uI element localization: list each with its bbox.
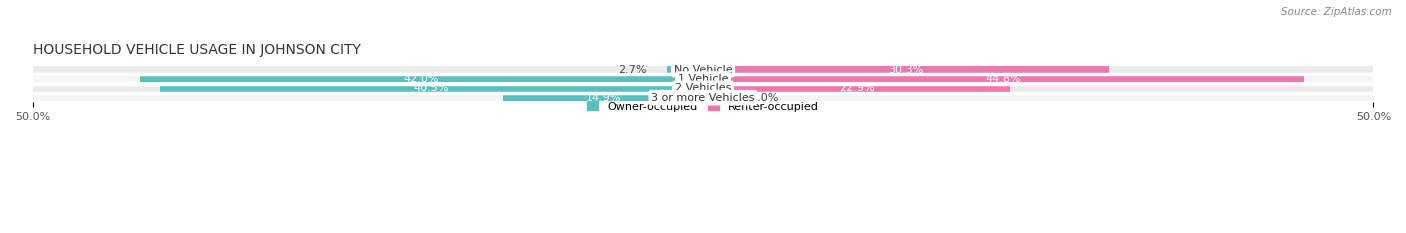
Text: 44.8%: 44.8% xyxy=(986,74,1021,84)
Text: 2.7%: 2.7% xyxy=(619,65,647,75)
Legend: Owner-occupied, Renter-occupied: Owner-occupied, Renter-occupied xyxy=(582,97,824,116)
Text: 30.3%: 30.3% xyxy=(889,65,924,75)
Text: 40.5%: 40.5% xyxy=(413,83,449,93)
Bar xyxy=(32,85,1374,92)
Text: 1 Vehicle: 1 Vehicle xyxy=(678,74,728,84)
Text: Source: ZipAtlas.com: Source: ZipAtlas.com xyxy=(1281,7,1392,17)
Bar xyxy=(703,85,1010,92)
Bar xyxy=(32,66,1374,73)
Bar xyxy=(139,76,703,82)
Text: 2 Vehicles: 2 Vehicles xyxy=(675,83,731,93)
Text: HOUSEHOLD VEHICLE USAGE IN JOHNSON CITY: HOUSEHOLD VEHICLE USAGE IN JOHNSON CITY xyxy=(32,43,360,57)
Text: 2.0%: 2.0% xyxy=(749,93,779,103)
Text: 22.9%: 22.9% xyxy=(839,83,875,93)
Text: 3 or more Vehicles: 3 or more Vehicles xyxy=(651,93,755,103)
Bar xyxy=(703,66,1109,73)
Bar xyxy=(703,94,730,101)
Bar xyxy=(32,76,1374,82)
Bar xyxy=(703,76,1303,82)
Bar xyxy=(32,94,1374,101)
Bar xyxy=(666,66,703,73)
Text: No Vehicle: No Vehicle xyxy=(673,65,733,75)
Bar xyxy=(503,94,703,101)
Text: 42.0%: 42.0% xyxy=(404,74,439,84)
Bar xyxy=(160,85,703,92)
Text: 14.9%: 14.9% xyxy=(585,93,621,103)
